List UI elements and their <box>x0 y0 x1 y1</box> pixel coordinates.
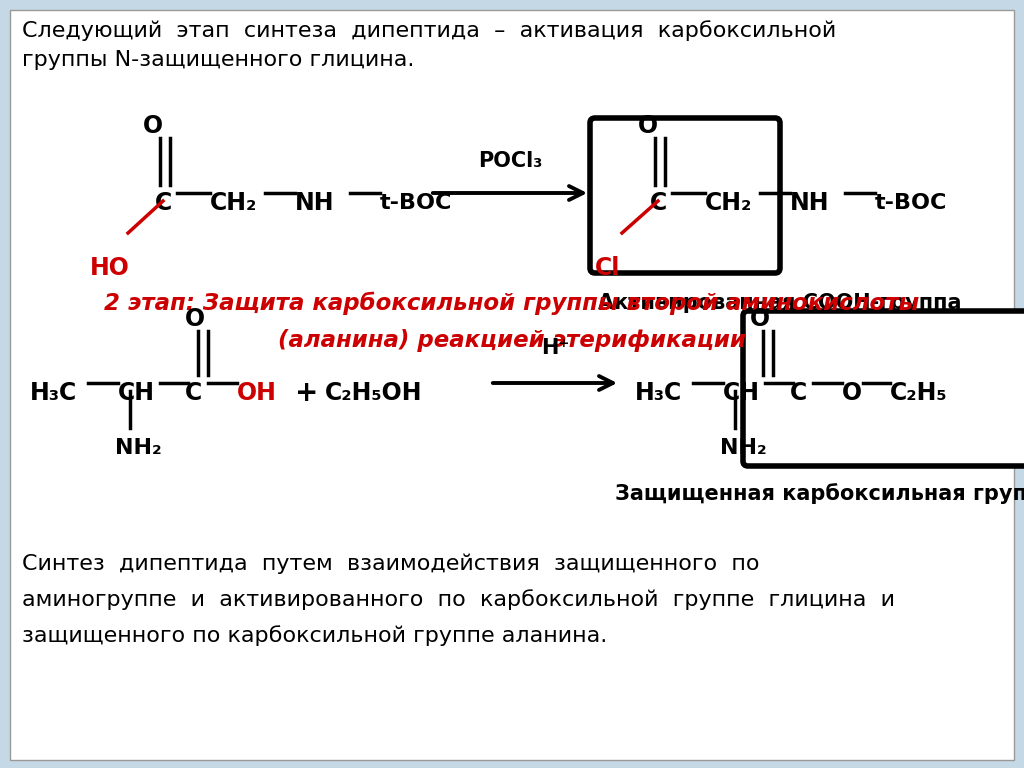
Text: CH: CH <box>118 381 155 405</box>
Text: 2 этап: Защита карбоксильной группы второй аминокислоты: 2 этап: Защита карбоксильной группы втор… <box>104 291 920 315</box>
Text: C₂H₅OH: C₂H₅OH <box>325 381 423 405</box>
Text: Cl: Cl <box>595 256 621 280</box>
Text: C₂H₅: C₂H₅ <box>890 381 947 405</box>
Text: Защищенная карбоксильная группа: Защищенная карбоксильная группа <box>614 483 1024 504</box>
Text: (аланина) реакцией этерификации: (аланина) реакцией этерификации <box>279 329 745 353</box>
FancyBboxPatch shape <box>590 118 780 273</box>
Text: CH₂: CH₂ <box>210 191 257 215</box>
Text: Следующий  этап  синтеза  дипептида  –  активация  карбоксильной: Следующий этап синтеза дипептида – актив… <box>22 20 837 41</box>
Text: t-BOC: t-BOC <box>380 193 453 213</box>
Text: CH: CH <box>723 381 760 405</box>
Text: C: C <box>155 191 172 215</box>
Text: C: C <box>650 191 668 215</box>
Text: Активированная СООН-группа: Активированная СООН-группа <box>598 293 962 313</box>
Text: O: O <box>143 114 163 138</box>
Text: OH: OH <box>237 381 276 405</box>
Text: Синтез  дипептида  путем  взаимодействия  защищенного  по: Синтез дипептида путем взаимодействия за… <box>22 553 760 574</box>
FancyBboxPatch shape <box>10 10 1014 760</box>
Text: H₃C: H₃C <box>30 381 77 405</box>
Text: POCl₃: POCl₃ <box>478 151 542 171</box>
Text: H⁺: H⁺ <box>541 338 569 358</box>
Text: NH₂: NH₂ <box>115 438 162 458</box>
Text: O: O <box>638 114 658 138</box>
Text: +: + <box>295 379 318 407</box>
Text: C: C <box>790 381 807 405</box>
Text: NH: NH <box>790 191 829 215</box>
Text: O: O <box>842 381 862 405</box>
Text: NH₂: NH₂ <box>720 438 767 458</box>
Text: C: C <box>185 381 203 405</box>
Text: O: O <box>185 307 205 331</box>
FancyBboxPatch shape <box>743 311 1024 466</box>
Text: H₃C: H₃C <box>635 381 682 405</box>
Text: группы N-защищенного глицина.: группы N-защищенного глицина. <box>22 50 415 70</box>
Text: O: O <box>750 307 770 331</box>
Text: аминогруппе  и  активированного  по  карбоксильной  группе  глицина  и: аминогруппе и активированного по карбокс… <box>22 589 895 610</box>
Text: HO: HO <box>90 256 130 280</box>
Text: t-BOC: t-BOC <box>874 193 947 213</box>
Text: защищенного по карбоксильной группе аланина.: защищенного по карбоксильной группе алан… <box>22 625 607 646</box>
Text: NH: NH <box>295 191 335 215</box>
Text: CH₂: CH₂ <box>705 191 753 215</box>
